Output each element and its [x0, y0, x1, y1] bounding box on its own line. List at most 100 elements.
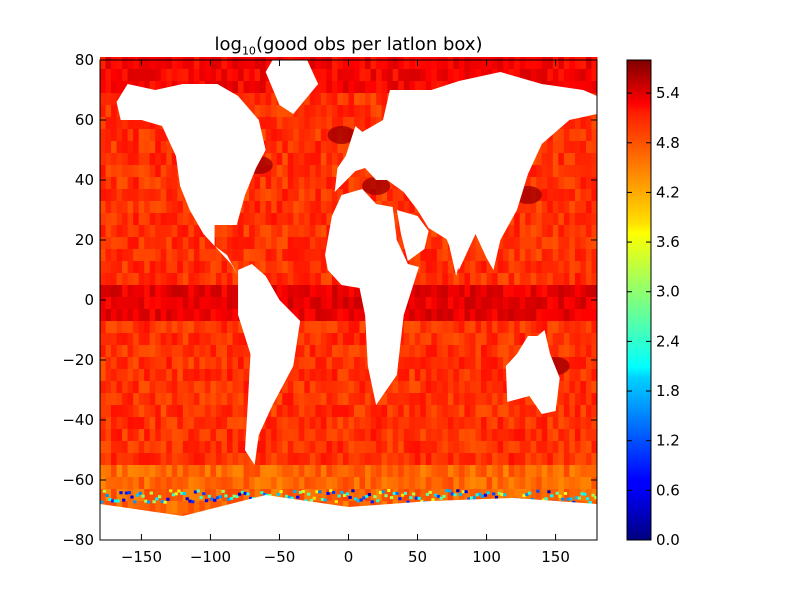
heatmap-cell — [342, 333, 349, 346]
heatmap-cell — [431, 297, 438, 310]
heatmap-cell — [166, 429, 173, 442]
heatmap-cell — [138, 333, 145, 346]
heatmap-cell — [387, 429, 394, 442]
heatmap-cell — [100, 357, 107, 370]
heatmap-cell — [442, 273, 449, 286]
heatmap-cell — [580, 393, 587, 406]
heatmap-cell — [298, 297, 305, 310]
heatmap-cell — [376, 465, 383, 478]
heatmap-cell — [254, 201, 261, 214]
heatmap-cell — [215, 441, 222, 454]
heatmap-cell — [155, 465, 162, 478]
heatmap-cell — [574, 309, 581, 322]
heatmap-cell — [155, 165, 162, 178]
heatmap-cell — [574, 249, 581, 262]
heatmap-cell — [574, 465, 581, 478]
heatmap-cell — [486, 333, 493, 346]
heatmap-cell — [552, 201, 559, 214]
heatmap-cell — [580, 273, 587, 286]
heatmap-cell — [238, 417, 245, 430]
heatmap-cell — [541, 429, 548, 442]
heatmap-cell — [497, 261, 504, 274]
heatmap-cell — [398, 453, 405, 466]
heatmap-cell — [387, 453, 394, 466]
heatmap-cell — [337, 69, 344, 82]
heatmap-cell — [569, 477, 576, 490]
y-tick-label: −20 — [62, 351, 94, 369]
heatmap-cell — [238, 357, 245, 370]
heatmap-cell — [508, 321, 515, 334]
heatmap-cell — [116, 285, 123, 298]
heatmap-cell — [569, 497, 573, 501]
heatmap-cell — [287, 405, 294, 418]
heatmap-cell — [574, 177, 581, 190]
heatmap-cell — [171, 321, 178, 334]
heatmap-cell — [160, 69, 167, 82]
heatmap-cell — [210, 309, 217, 322]
heatmap-cell — [370, 105, 377, 118]
heatmap-cell — [403, 333, 410, 346]
heatmap-cell — [381, 93, 388, 106]
heatmap-cell — [177, 201, 184, 214]
heatmap-cell — [215, 465, 222, 478]
heatmap-cell — [243, 345, 250, 358]
heatmap-cell — [398, 393, 405, 406]
heatmap-cell — [298, 225, 305, 238]
heatmap-cell — [166, 405, 173, 418]
heatmap-cell — [238, 69, 245, 82]
heatmap-cell — [574, 357, 581, 370]
heatmap-cell — [563, 69, 570, 82]
heatmap-cell — [105, 117, 112, 130]
heatmap-cell — [447, 393, 454, 406]
heatmap-cell — [160, 453, 167, 466]
heatmap-cell — [331, 117, 338, 130]
heatmap-cell — [166, 333, 173, 346]
heatmap-cell — [425, 297, 432, 310]
heatmap-cell — [376, 417, 383, 430]
heatmap-cell — [144, 189, 151, 202]
heatmap-cell — [177, 441, 184, 454]
heatmap-cell — [193, 69, 200, 82]
heatmap-cell — [326, 177, 333, 190]
heatmap-cell — [425, 453, 432, 466]
heatmap-cell — [111, 153, 118, 166]
heatmap-cell — [177, 369, 184, 382]
heatmap-cell — [100, 201, 107, 214]
heatmap-cell — [591, 225, 598, 238]
heatmap-cell — [348, 117, 355, 130]
heatmap-cell — [558, 345, 565, 358]
heatmap-cell — [348, 321, 355, 334]
heatmap-cell — [519, 69, 526, 82]
heatmap-cell — [171, 153, 178, 166]
heatmap-cell — [563, 405, 570, 418]
heatmap-cell — [464, 321, 471, 334]
heatmap-cell — [238, 57, 245, 70]
heatmap-cell — [304, 117, 311, 130]
heatmap-cell — [315, 117, 322, 130]
heatmap-cell — [414, 405, 421, 418]
heatmap-cell — [376, 453, 383, 466]
heatmap-cell — [481, 393, 488, 406]
heatmap-cell — [122, 357, 129, 370]
heatmap-cell — [497, 381, 504, 394]
heatmap-cell — [585, 333, 592, 346]
heatmap-cell — [436, 441, 443, 454]
heatmap-cell — [276, 393, 283, 406]
heatmap-cell — [276, 105, 283, 118]
heatmap-cell — [569, 405, 576, 418]
heatmap-cell — [563, 381, 570, 394]
heatmap-cell — [111, 225, 118, 238]
heatmap-cell — [204, 369, 211, 382]
heatmap-cell — [442, 494, 446, 498]
heatmap-cell — [227, 381, 234, 394]
heatmap-cell — [359, 465, 366, 478]
heatmap-cell — [210, 465, 217, 478]
heatmap-cell — [381, 417, 388, 430]
heatmap-cell — [464, 393, 471, 406]
heatmap-cell — [320, 297, 327, 310]
heatmap-cell — [124, 491, 129, 495]
heatmap-cell — [458, 345, 465, 358]
heatmap-cell — [199, 345, 206, 358]
heatmap-cell — [182, 345, 189, 358]
heatmap-cell — [530, 201, 537, 214]
